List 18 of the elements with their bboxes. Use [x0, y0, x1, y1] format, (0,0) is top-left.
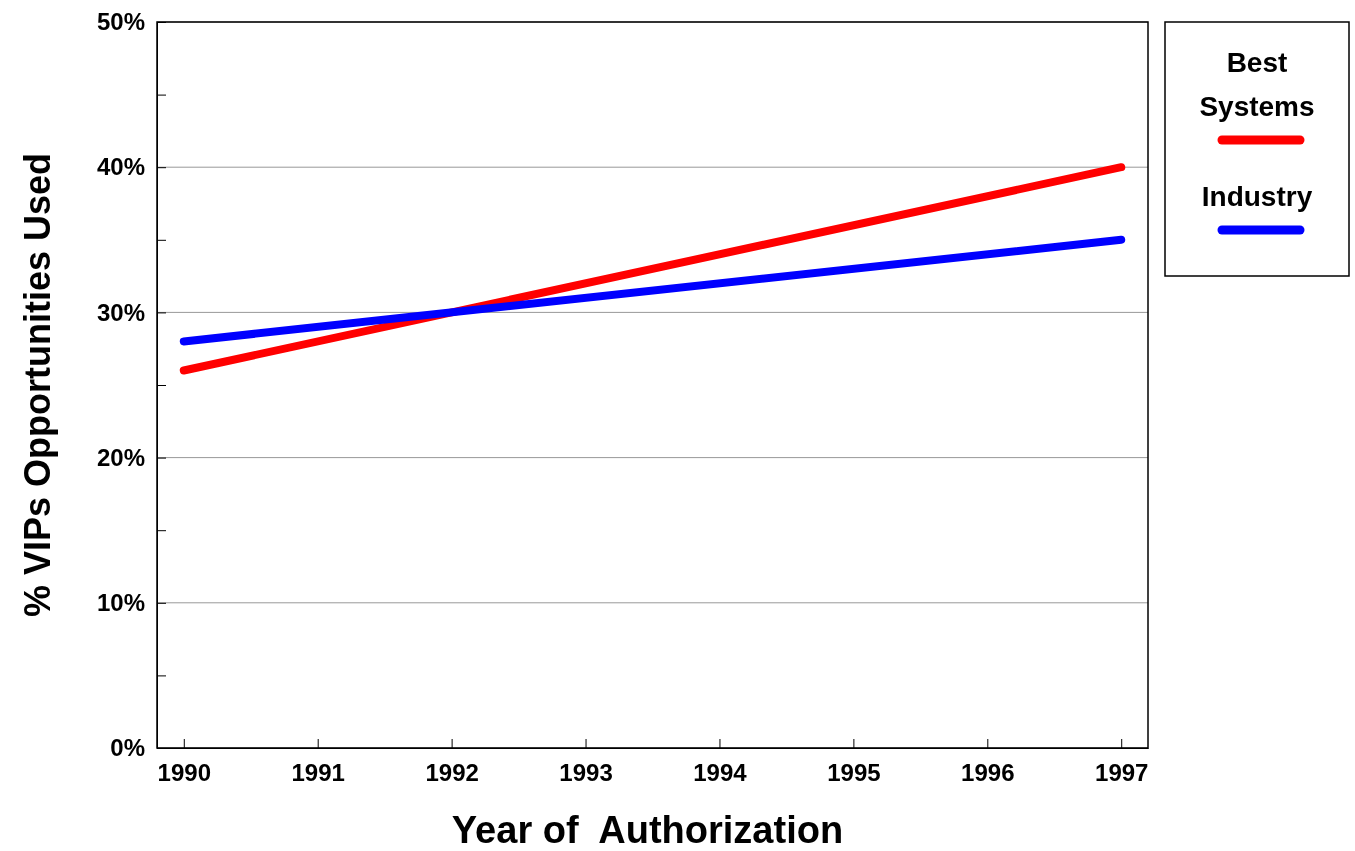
y-tick-label: 10% — [96, 588, 145, 616]
text: Industry — [1201, 181, 1313, 212]
x-tick-label: 1990 — [157, 759, 211, 787]
y-tick-label: 20% — [96, 443, 145, 471]
x-tick-label: 1991 — [291, 759, 345, 787]
x-tick-label: 1992 — [425, 759, 479, 787]
x-tick-label: 1995 — [827, 759, 881, 787]
y-tick-label: 40% — [96, 153, 145, 181]
x-tick-label: 1997 — [1095, 759, 1149, 787]
y-tick-label: 50% — [96, 8, 145, 36]
x-tick-label: 1993 — [559, 759, 613, 787]
x-axis-title: Year of Authorization — [451, 809, 844, 851]
y-axis-title: % VIPs Opportunities Used — [17, 152, 58, 618]
y-tick-label: 0% — [110, 734, 145, 762]
x-tick-label: 1994 — [693, 759, 748, 787]
x-tick-label: 1996 — [961, 759, 1015, 787]
text: Best Systems — [1199, 47, 1315, 122]
y-tick-label: 30% — [96, 298, 145, 326]
